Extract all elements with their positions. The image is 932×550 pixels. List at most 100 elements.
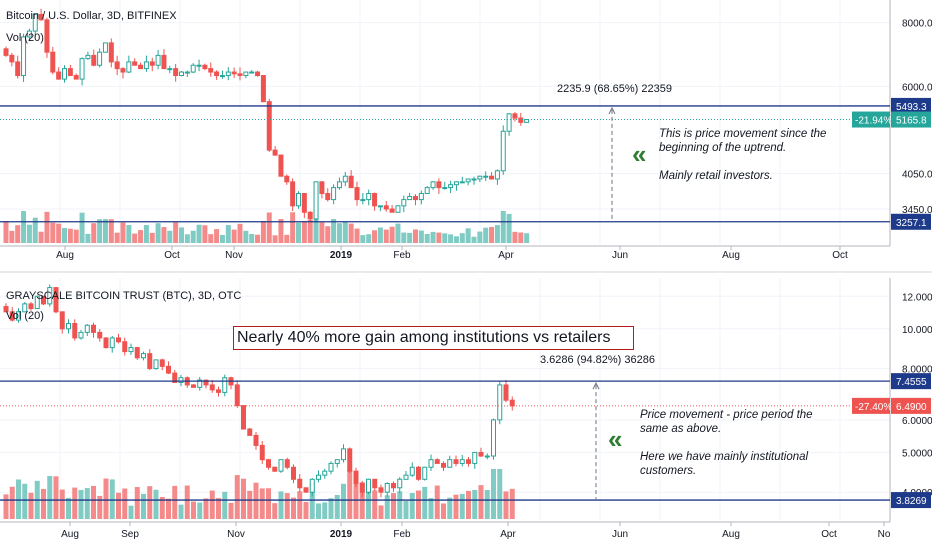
candle-body bbox=[103, 337, 109, 349]
x-tick-label: Oct bbox=[164, 250, 180, 261]
candle-body bbox=[389, 208, 395, 213]
candle-body bbox=[353, 470, 359, 484]
candle-body bbox=[509, 399, 515, 407]
volume-bar bbox=[372, 230, 378, 243]
candle-body bbox=[430, 181, 436, 189]
candle-body bbox=[59, 311, 65, 330]
candle-body bbox=[360, 199, 366, 202]
volume-bar bbox=[44, 211, 50, 243]
volume-bar bbox=[91, 485, 96, 519]
candle-body bbox=[67, 68, 73, 77]
volume-bar bbox=[259, 488, 265, 519]
candle-body bbox=[28, 303, 34, 310]
volume-bar bbox=[108, 219, 114, 243]
candle-body bbox=[209, 384, 215, 391]
candle-body bbox=[401, 199, 407, 207]
candle-body bbox=[21, 36, 27, 77]
x-tick-label: Oct bbox=[821, 529, 837, 540]
volume-bar bbox=[216, 498, 221, 519]
candle-body bbox=[418, 193, 424, 201]
candle-body bbox=[378, 487, 384, 493]
volume-bar bbox=[272, 503, 278, 519]
volume-bars bbox=[3, 469, 515, 519]
candle-body bbox=[108, 42, 114, 63]
x-tick-label: Feb bbox=[393, 529, 411, 540]
last-price-label: 5165.8 bbox=[896, 116, 927, 127]
candle-body bbox=[41, 295, 46, 305]
candle-body bbox=[366, 478, 371, 493]
volume-bar bbox=[336, 223, 342, 243]
volume-bar bbox=[26, 224, 32, 243]
candle-body bbox=[47, 287, 53, 305]
volume-bar bbox=[384, 495, 390, 519]
candle-body bbox=[178, 377, 184, 383]
volume-bar bbox=[32, 217, 38, 243]
candle-body bbox=[413, 196, 418, 201]
candle-body bbox=[307, 211, 313, 220]
candle-body bbox=[424, 187, 430, 195]
volume-bar bbox=[297, 491, 303, 519]
volume-bar bbox=[416, 490, 421, 519]
top-measure-label: 2235.9 (68.65%) 22359 bbox=[557, 83, 672, 95]
candle-body bbox=[179, 71, 184, 77]
volume-bar bbox=[500, 211, 506, 243]
note-line: beginning of the uptrend. bbox=[659, 142, 787, 154]
candle-body bbox=[34, 295, 40, 310]
volume-bar bbox=[91, 223, 97, 243]
volume-bar bbox=[38, 231, 44, 243]
volume-bar bbox=[15, 225, 21, 243]
candle-body bbox=[278, 459, 284, 472]
bottom-note-arrow-icon: « bbox=[608, 424, 623, 454]
candle-body bbox=[208, 68, 214, 73]
candle-body bbox=[84, 324, 90, 333]
candle-body bbox=[38, 13, 44, 21]
volume-bar bbox=[67, 228, 73, 243]
note-line: same as above. bbox=[640, 423, 722, 435]
volume-bar bbox=[503, 491, 509, 519]
hline-price-label: 3.8269 bbox=[896, 496, 927, 507]
hline-price-label: 5493.3 bbox=[896, 102, 927, 113]
candle-body bbox=[126, 61, 132, 73]
x-tick-label: Aug bbox=[722, 250, 740, 261]
volume-bar bbox=[41, 488, 46, 519]
candle-body bbox=[391, 482, 396, 489]
volume-bar bbox=[184, 234, 190, 243]
volume-bar bbox=[191, 501, 196, 519]
candle-body bbox=[272, 466, 278, 472]
volume-bar bbox=[413, 229, 418, 243]
candle-body bbox=[328, 462, 334, 472]
candle-body bbox=[91, 324, 96, 333]
candle-body bbox=[159, 359, 165, 367]
headline-textbox[interactable]: Nearly 40% more gain among institutions … bbox=[233, 326, 634, 350]
volume-bar bbox=[296, 222, 301, 243]
volume-bar bbox=[391, 493, 396, 519]
volume-bar bbox=[78, 489, 84, 519]
bottom-annotation-note: Price movement - price period the same a… bbox=[640, 408, 813, 478]
candle-body bbox=[395, 205, 401, 213]
x-tick-label: Jun bbox=[612, 250, 628, 261]
last-price-tag bbox=[891, 111, 931, 128]
candle-body bbox=[73, 75, 79, 80]
candle-body bbox=[347, 448, 353, 472]
volume-bar bbox=[403, 500, 409, 519]
volume-bar bbox=[126, 225, 132, 243]
candle-body bbox=[297, 478, 303, 489]
candle-body bbox=[249, 71, 255, 74]
candle-body bbox=[9, 311, 15, 321]
volume-bar bbox=[397, 491, 403, 519]
candle-body bbox=[483, 175, 489, 178]
last-change-tag bbox=[852, 397, 890, 414]
candle-body bbox=[518, 117, 524, 123]
candle-body bbox=[447, 459, 453, 468]
volume-bar bbox=[47, 475, 53, 519]
volume-bar bbox=[122, 488, 128, 519]
x-tick-label: Feb bbox=[393, 250, 411, 261]
note-line: customers. bbox=[640, 465, 697, 477]
candle-body bbox=[196, 64, 202, 67]
volume-bar bbox=[102, 219, 108, 243]
candle-body bbox=[3, 306, 9, 313]
candle-body bbox=[147, 353, 153, 370]
volume-bar bbox=[190, 230, 196, 243]
